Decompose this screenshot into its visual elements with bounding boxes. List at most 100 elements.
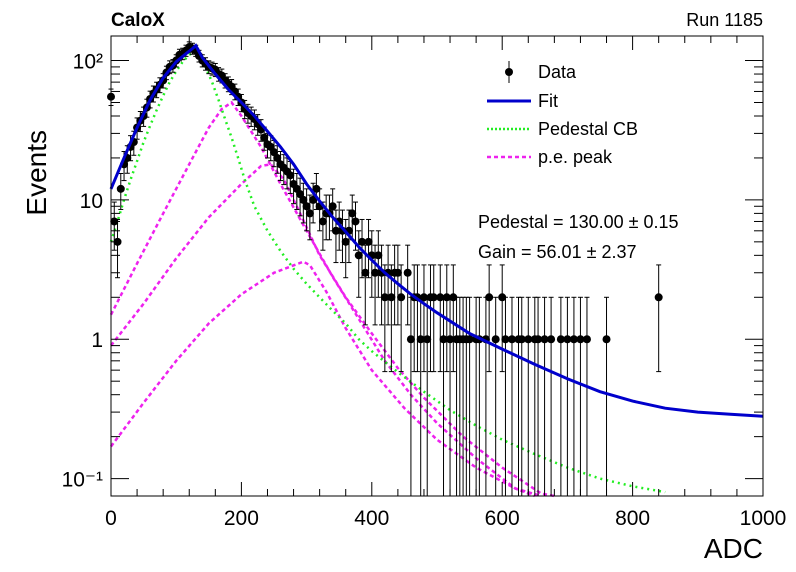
y-tick-label: 1 xyxy=(91,329,103,352)
data-marker xyxy=(286,171,295,180)
data-point xyxy=(569,296,578,497)
data-point xyxy=(403,244,412,326)
data-marker xyxy=(309,195,318,204)
axis-ticks: 0 200 400 600 800 1000 10⁻¹ 1 10 10² xyxy=(62,36,787,530)
data-marker xyxy=(654,293,663,302)
legend-marker xyxy=(505,68,513,76)
pe-peak-curve-1 xyxy=(109,100,536,498)
data-marker xyxy=(534,335,543,344)
data-marker xyxy=(354,251,363,260)
data-marker xyxy=(442,293,451,302)
data-point xyxy=(374,230,383,298)
data-marker xyxy=(351,217,360,226)
pedestal-curve xyxy=(109,50,666,494)
data-marker xyxy=(358,237,367,246)
data-marker xyxy=(569,335,578,344)
data-marker xyxy=(485,293,494,302)
y-tick-label: 10⁻¹ xyxy=(62,469,103,492)
data-point xyxy=(312,173,321,210)
data-point xyxy=(371,244,380,326)
data-marker xyxy=(406,335,415,344)
data-marker xyxy=(341,237,350,246)
data-marker xyxy=(361,268,370,277)
data-marker xyxy=(602,335,611,344)
data-marker xyxy=(116,184,125,193)
data-marker xyxy=(563,335,572,344)
legend-label: p.e. peak xyxy=(538,147,613,167)
data-point xyxy=(273,145,282,174)
legend-label: Data xyxy=(538,62,577,82)
data-marker xyxy=(397,293,406,302)
data-point xyxy=(397,264,406,373)
data-marker xyxy=(416,335,425,344)
data-point xyxy=(305,194,314,241)
x-tick-label: 800 xyxy=(615,507,650,530)
data-marker xyxy=(393,268,402,277)
data-point xyxy=(302,188,311,232)
data-point xyxy=(116,173,125,210)
data-marker xyxy=(331,226,340,235)
data-marker xyxy=(446,335,455,344)
fit-line xyxy=(109,43,764,418)
data-marker xyxy=(576,335,585,344)
plot-frame xyxy=(110,35,764,497)
data-point xyxy=(547,296,556,497)
data-point xyxy=(507,296,516,497)
data-marker xyxy=(312,184,321,193)
data-point xyxy=(387,264,396,373)
run-label: Run 1185 xyxy=(686,10,763,30)
data-marker xyxy=(507,335,516,344)
data-marker xyxy=(273,153,282,162)
data-marker xyxy=(524,335,533,344)
data-marker xyxy=(260,133,269,142)
legend-entry: p.e. peak xyxy=(487,147,613,167)
data-point xyxy=(540,296,549,497)
data-marker xyxy=(429,293,438,302)
data-marker xyxy=(540,335,549,344)
data-marker xyxy=(436,293,445,302)
data-marker xyxy=(547,335,556,344)
data-marker xyxy=(302,202,311,211)
x-tick-label: 0 xyxy=(105,507,117,530)
data-point xyxy=(361,244,370,326)
data-marker xyxy=(419,293,428,302)
pedestal-cb-curve xyxy=(109,50,666,494)
legend-entry: Data xyxy=(505,61,577,83)
data-point xyxy=(436,264,445,373)
data-marker xyxy=(498,293,507,302)
y-tick-label: 10² xyxy=(73,51,103,74)
data-marker xyxy=(501,335,510,344)
data-point xyxy=(498,264,507,373)
data-point xyxy=(318,201,327,251)
pedestal-annotation: Pedestal = 130.00 ± 0.15 xyxy=(478,212,679,232)
x-tick-label: 1000 xyxy=(740,507,787,530)
data-marker xyxy=(348,209,357,218)
experiment-label: CaloX xyxy=(111,10,165,31)
y-axis-label: Events xyxy=(21,130,52,216)
data-marker xyxy=(299,195,308,204)
legend: Data Fit Pedestal CB p.e. peak xyxy=(487,61,638,167)
data-marker xyxy=(364,237,373,246)
data-point xyxy=(429,264,438,373)
data-point xyxy=(419,264,428,373)
x-tick-label: 200 xyxy=(224,507,259,530)
legend-label: Pedestal CB xyxy=(538,119,638,139)
y-tick-label: 10 xyxy=(80,190,103,213)
data-point xyxy=(449,264,458,373)
data-marker xyxy=(387,293,396,302)
data-marker xyxy=(371,268,380,277)
data-point xyxy=(485,264,494,373)
data-marker xyxy=(556,335,565,344)
legend-entry: Fit xyxy=(487,91,558,111)
data-marker xyxy=(582,335,591,344)
data-point xyxy=(364,218,373,279)
data-marker xyxy=(374,251,383,260)
data-marker xyxy=(439,335,448,344)
data-point xyxy=(654,264,663,373)
data-marker xyxy=(423,335,432,344)
data-marker xyxy=(403,268,412,277)
legend-entry: Pedestal CB xyxy=(487,119,638,139)
legend-label: Fit xyxy=(538,91,558,111)
data-point xyxy=(534,296,543,497)
data-marker xyxy=(305,209,314,218)
